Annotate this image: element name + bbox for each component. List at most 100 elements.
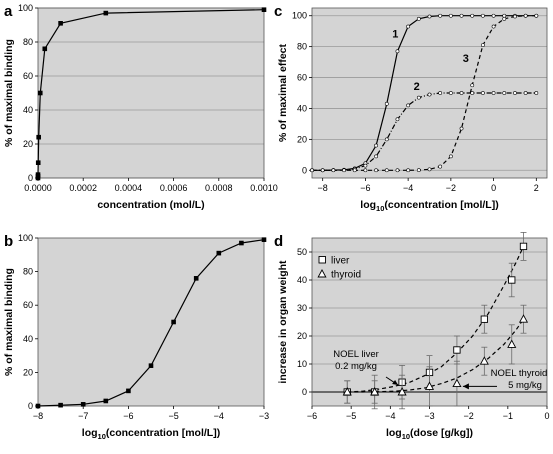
- legend-label-thyroid: thyroid: [331, 270, 361, 281]
- data-point: [395, 117, 400, 122]
- y-axis-label: increase in organ weight: [277, 260, 289, 384]
- data-point-thyroid: [342, 387, 352, 396]
- data-point: [448, 13, 453, 18]
- y-tick-label: 40: [23, 105, 33, 115]
- data-point: [502, 91, 507, 95]
- data-point: [395, 49, 400, 54]
- data-point: [37, 90, 43, 96]
- panel-label-b: b: [4, 233, 13, 250]
- x-tick-label: −5: [346, 411, 356, 421]
- x-tick-label: −4: [385, 411, 395, 421]
- data-point-liver: [508, 276, 516, 284]
- y-tick-label: 40: [297, 103, 307, 113]
- data-point: [438, 13, 443, 18]
- data-point: [384, 101, 389, 106]
- x-tick-label: 0.0010: [250, 183, 278, 193]
- plot-frame: [311, 7, 548, 179]
- data-point-thyroid: [452, 378, 462, 388]
- x-tick-label: −5: [168, 411, 178, 421]
- data-point: [261, 237, 267, 242]
- y-tick-label: 60: [23, 71, 33, 81]
- x-tick-label: −7: [78, 411, 88, 421]
- data-point-thyroid: [397, 387, 407, 396]
- legend-marker-liver: [318, 256, 326, 264]
- panel-label-c: c: [274, 3, 282, 20]
- data-point: [448, 154, 453, 159]
- y-tick-label: 10: [297, 359, 307, 369]
- x-tick-label: −8: [33, 411, 43, 421]
- annotation-noel-thyroid-line2: 5 mg/kg: [508, 380, 542, 391]
- data-point: [481, 13, 485, 18]
- annotation-noel-liver-line1: NOEL liver: [333, 349, 379, 360]
- data-point: [523, 91, 528, 95]
- data-point: [459, 91, 464, 95]
- data-point: [502, 13, 507, 18]
- data-point: [58, 402, 63, 408]
- x-tick-label: −2: [446, 183, 456, 193]
- data-point: [406, 24, 411, 29]
- data-point: [58, 21, 63, 26]
- y-tick-label: 20: [23, 139, 33, 149]
- x-tick-label: −2: [464, 411, 474, 421]
- y-tick-label: 50: [297, 247, 307, 257]
- data-point: [459, 13, 464, 18]
- data-point: [470, 83, 475, 88]
- y-tick-label: 80: [23, 37, 33, 47]
- x-tick-label: 0.0004: [115, 183, 143, 193]
- y-tick-label: 100: [292, 11, 307, 21]
- y-tick-label: 0: [28, 173, 33, 183]
- x-axis-label: log10(concentration [mol/L]): [82, 427, 220, 441]
- data-point-liver: [480, 315, 488, 323]
- legend-label-liver: liver: [331, 256, 350, 267]
- x-tick-label: 0: [491, 183, 496, 193]
- data-point: [35, 160, 41, 165]
- x-tick-label: −1: [503, 411, 513, 421]
- data-point: [523, 13, 528, 18]
- annotation-noel-liver-line2: 0.2 mg/kg: [335, 361, 377, 372]
- data-point: [534, 13, 539, 18]
- x-tick-label: 0.0008: [205, 183, 233, 193]
- y-tick-label: 0: [28, 401, 33, 411]
- legend-marker-thyroid: [317, 269, 327, 278]
- plot-area: [38, 8, 264, 178]
- data-point: [384, 168, 389, 173]
- data-point: [491, 13, 496, 18]
- data-point: [126, 388, 131, 394]
- data-point-thyroid: [479, 356, 489, 365]
- x-axis-label: log10(concentration [mol/L]): [360, 199, 498, 213]
- x-tick-label: 0.0000: [24, 183, 52, 193]
- data-point-thyroid: [518, 314, 529, 323]
- data-point: [448, 91, 453, 95]
- data-point: [416, 16, 421, 21]
- y-tick-label: 80: [297, 42, 307, 52]
- data-point: [216, 250, 222, 256]
- data-point: [374, 154, 378, 159]
- arrowhead-thyroid: [462, 383, 469, 390]
- data-point: [384, 137, 389, 142]
- data-point: [491, 91, 496, 95]
- data-point: [427, 92, 432, 97]
- x-tick-label: 0.0002: [69, 183, 97, 193]
- data-point: [395, 168, 400, 173]
- x-axis-label: log10(dose [g/kg]): [386, 427, 473, 441]
- y-tick-label: 0: [302, 387, 307, 397]
- data-point: [103, 398, 109, 404]
- data-point-thyroid: [507, 339, 517, 348]
- data-point: [406, 103, 411, 108]
- data-point: [103, 10, 109, 16]
- data-point: [331, 168, 336, 173]
- data-point: [438, 164, 443, 169]
- series-line-2: [312, 92, 537, 171]
- x-tick-label: −3: [259, 411, 269, 421]
- y-tick-label: 80: [23, 267, 33, 277]
- y-axis-label: % of maximal binding: [3, 268, 15, 376]
- data-point: [363, 168, 368, 173]
- data-point: [36, 134, 41, 140]
- data-point: [427, 167, 432, 172]
- data-point-thyroid: [424, 381, 435, 390]
- plot-area: [38, 238, 264, 406]
- x-tick-label: −8: [318, 183, 328, 193]
- curve-label-1: 1: [392, 28, 398, 40]
- x-tick-label: −6: [360, 183, 370, 193]
- x-tick-label: 0.0006: [160, 183, 188, 193]
